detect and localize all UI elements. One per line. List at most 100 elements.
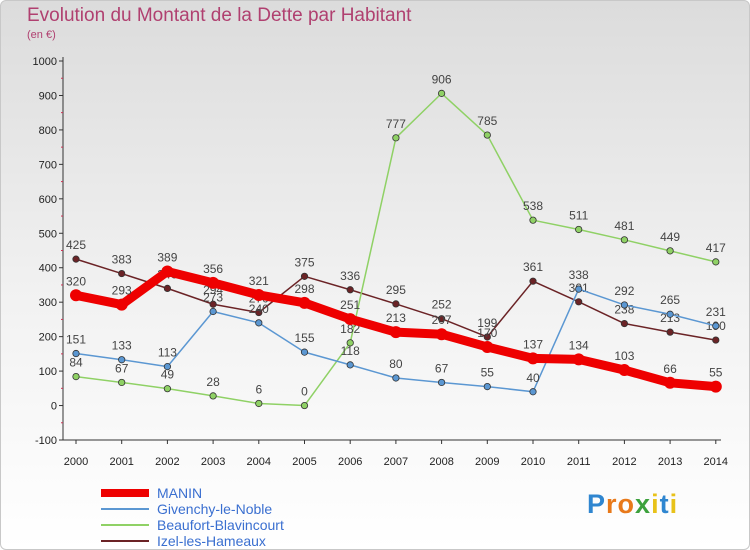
data-point-manin [389,326,402,339]
data-point-givenchy-le-noble [163,363,171,371]
data-label-beaufort-blavincourt: 449 [660,230,680,244]
data-label-izel-les-hameaux: 295 [386,283,406,297]
x-tick-label: 2002 [155,456,179,468]
data-point-izel-les-hameaux [666,328,674,336]
logo-letter: i [669,489,679,519]
data-label-manin: 213 [386,311,406,325]
data-point-beaufort-blavincourt [392,134,400,142]
line-chart: -100010020030040050060070080090010002000… [33,56,729,468]
data-label-izel-les-hameaux: 336 [340,269,360,283]
data-label-beaufort-blavincourt: 84 [69,356,83,370]
data-point-beaufort-blavincourt [300,401,309,410]
legend-swatch-izel [101,540,149,542]
data-point-izel-les-hameaux [483,333,491,341]
x-tick-label: 2010 [521,456,545,468]
x-tick-label: 2005 [292,456,316,468]
data-label-izel-les-hameaux: 375 [294,255,314,269]
logo-letter: i [651,489,660,519]
logo-letter: o [617,489,636,519]
data-point-manin [435,328,448,341]
data-point-givenchy-le-noble [620,301,629,309]
data-point-izel-les-hameaux [575,298,583,306]
data-label-manin: 170 [477,326,497,340]
data-point-beaufort-blavincourt [118,378,126,387]
chart-subtitle: (en €) [27,29,56,41]
data-label-givenchy-le-noble: 55 [481,366,495,380]
data-point-givenchy-le-noble [575,285,583,293]
data-label-givenchy-le-noble: 133 [112,339,132,353]
y-tick-label: 1000 [33,56,57,68]
x-tick-label: 2011 [567,456,591,468]
x-tick-label: 2006 [338,456,362,468]
data-point-beaufort-blavincourt [666,247,674,255]
data-label-givenchy-le-noble: 118 [341,344,360,358]
y-tick-label: 100 [39,366,57,378]
data-point-manin [527,352,539,365]
data-label-beaufort-blavincourt: 49 [161,368,175,382]
data-point-izel-les-hameaux [712,336,720,344]
legend-item-givenchy: Givenchy-le-Noble [101,501,284,517]
data-point-beaufort-blavincourt [437,89,446,97]
chart-title: Evolution du Montant de la Dette par Hab… [27,5,412,26]
data-label-givenchy-le-noble: 80 [389,357,403,371]
data-point-givenchy-le-noble [346,361,354,369]
legend-label-manin: MANIN [157,485,203,501]
data-point-izel-les-hameaux [529,277,537,285]
proxiti-logo: Proxiti [587,489,678,520]
data-point-manin [709,380,722,393]
data-label-manin: 55 [709,366,723,380]
data-point-izel-les-hameaux [163,284,171,292]
data-label-beaufort-blavincourt: 0 [301,385,308,399]
data-label-givenchy-le-noble: 265 [660,293,680,307]
data-point-givenchy-le-noble [437,378,446,387]
legend-swatch-beaufort [101,524,149,526]
data-point-beaufort-blavincourt [620,236,629,244]
data-point-givenchy-le-noble [118,356,126,364]
x-tick-label: 2014 [704,456,728,468]
data-point-izel-les-hameaux [437,315,446,323]
y-tick-label: 600 [39,194,57,206]
y-tick-label: 700 [39,159,57,171]
data-point-izel-les-hameaux [392,300,400,308]
data-point-givenchy-le-noble [209,307,217,316]
data-point-izel-les-hameaux [346,286,354,294]
data-label-beaufort-blavincourt: 182 [340,322,360,336]
y-tick-label: 900 [39,90,57,102]
data-label-beaufort-blavincourt: 538 [523,199,543,213]
data-point-givenchy-le-noble [529,388,537,396]
data-point-manin [344,313,357,326]
x-tick-label: 2012 [612,456,636,468]
x-tick-label: 2001 [109,456,133,468]
data-label-beaufort-blavincourt: 511 [569,208,588,222]
legend-label-beaufort: Beaufort-Blavincourt [157,517,284,533]
legend-label-givenchy: Givenchy-le-Noble [157,501,273,517]
data-label-izel-les-hameaux: 213 [660,311,680,325]
data-label-givenchy-le-noble: 292 [614,284,634,298]
chart-legend: MANIN Givenchy-le-Noble Beaufort-Blavinc… [101,485,284,549]
x-tick-label: 2009 [475,456,499,468]
data-label-manin: 251 [340,298,360,312]
data-point-manin [70,289,82,302]
data-point-givenchy-le-noble [483,382,491,391]
data-label-givenchy-le-noble: 67 [435,361,449,375]
legend-swatch-givenchy [101,508,149,510]
logo-letter: r [606,489,618,519]
data-label-givenchy-le-noble: 151 [66,333,86,347]
y-tick-label: 400 [39,263,57,275]
data-point-manin [618,364,631,377]
data-label-manin: 389 [157,251,177,265]
data-point-izel-les-hameaux [118,269,126,278]
data-point-givenchy-le-noble [392,374,400,382]
logo-letter: t [659,489,670,519]
data-label-givenchy-le-noble: 273 [203,290,223,304]
data-point-manin [161,265,174,278]
data-label-izel-les-hameaux: 361 [523,260,543,274]
data-point-manin [664,376,677,389]
data-point-manin [481,340,494,353]
y-tick-label: 200 [39,332,57,344]
x-tick-label: 2013 [658,456,682,468]
data-label-izel-les-hameaux: 425 [66,238,86,252]
x-tick-label: 2008 [429,456,453,468]
data-label-beaufort-blavincourt: 777 [386,117,406,131]
